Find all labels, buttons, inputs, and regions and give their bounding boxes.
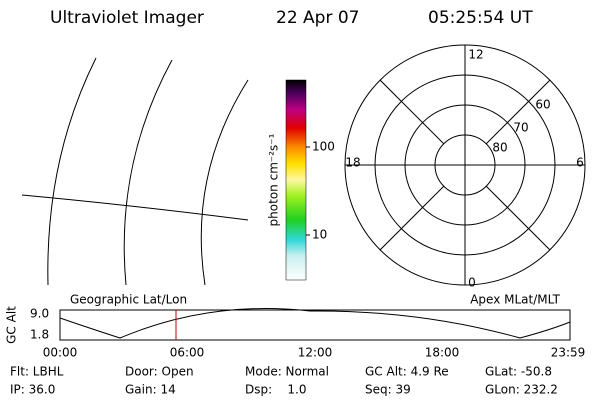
mlt-label: 18 [345,156,360,170]
lat-label: 80 [492,141,507,155]
info-field: GLon: 232.2 [485,383,558,397]
title: Ultraviolet Imager [50,8,204,28]
info-field: IP: 36.0 [10,383,55,397]
info-field: Gain: 14 [125,383,176,397]
timeline-y-label: GC Alt [5,306,19,344]
time: 05:25:54 UT [428,8,533,28]
info-field: GLat: -50.8 [485,365,552,379]
info-panel: Flt: LBHL Door: Open Mode: Normal GC Alt: 4… [10,365,558,397]
info-field: Flt: LBHL [10,365,64,379]
info-field: GC Alt: 4.9 Re [365,365,449,379]
timeline-y-tick: 9.0 [30,307,49,321]
colorbar-tick-label: 10 [312,228,327,242]
colorbar [285,79,307,281]
timeline-right-label: Apex MLat/MLT [470,293,560,307]
altitude-curve [59,308,571,339]
info-field: Door: Open [125,365,194,379]
timeline-x-tick: 23:59 [551,346,586,360]
timeline-x-tick: 06:00 [170,346,205,360]
map-grid [21,57,249,286]
colorbar-tick-label: 100 [312,140,335,154]
info-field: Mode: Normal [245,365,329,379]
timeline-x-tick: 18:00 [425,346,460,360]
mlt-label: 0 [468,276,476,290]
timeline-x-tick: 12:00 [298,346,333,360]
lat-label: 60 [535,98,550,112]
timeline-y-tick: 1.8 [30,328,49,342]
mlt-label: 12 [468,48,483,62]
mlt-label: 6 [576,156,584,170]
timeline-box [59,309,571,341]
lat-label: 70 [513,121,528,135]
info-field: Dsp: 1.0 [245,383,307,397]
polar-grid [344,44,586,286]
timeline-left-label: Geographic Lat/Lon [70,293,187,307]
date: 22 Apr 07 [276,8,359,28]
info-field: Seq: 39 [365,383,411,397]
timeline-x-tick: 00:00 [43,346,78,360]
colorbar-label: photon cm⁻²s⁻¹ [267,133,281,226]
